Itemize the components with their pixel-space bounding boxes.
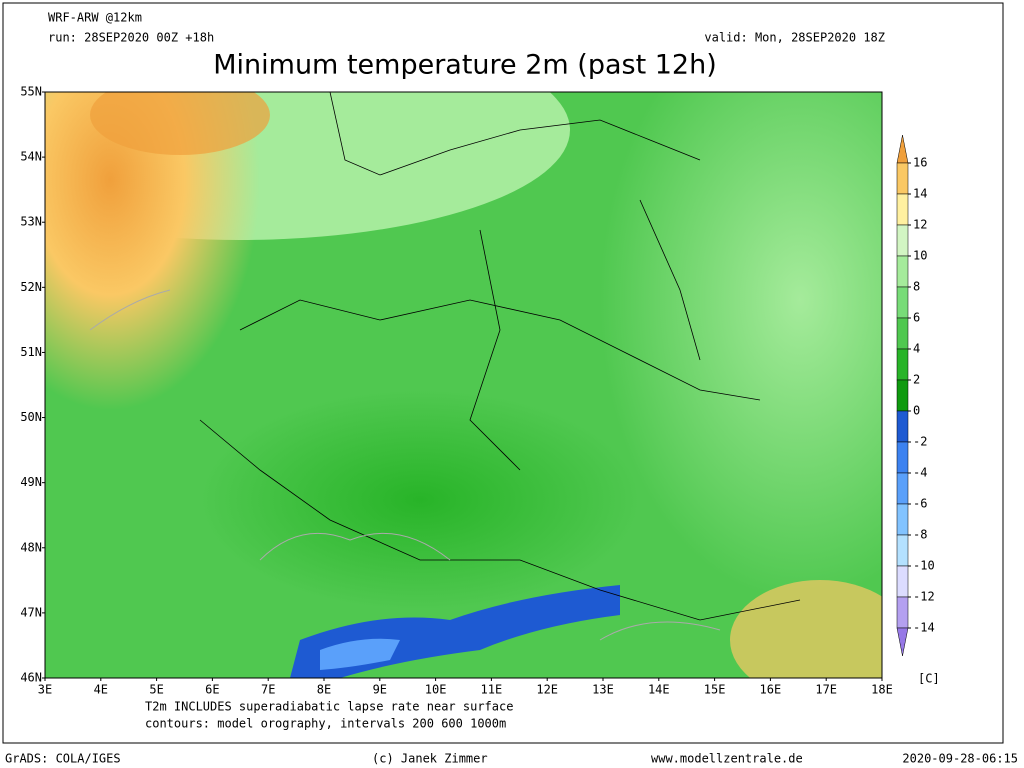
lat-label: 52N bbox=[20, 280, 42, 294]
borders bbox=[199, 92, 801, 621]
colorbar-segment bbox=[896, 441, 909, 474]
colorbar-label: -6 bbox=[913, 497, 927, 511]
colorbar-segment bbox=[896, 193, 909, 226]
colorbar-label: 2 bbox=[913, 373, 920, 387]
colorbar-segment bbox=[896, 410, 909, 443]
colorbar-label: 8 bbox=[913, 280, 920, 294]
model-label: WRF-ARW @12km bbox=[48, 11, 142, 25]
lat-label: 55N bbox=[20, 85, 42, 99]
field-cool bbox=[200, 390, 640, 610]
map-border bbox=[44, 91, 883, 679]
frame bbox=[2, 2, 1004, 744]
colorbar-segment bbox=[896, 162, 909, 195]
lon-label: 9E bbox=[373, 683, 387, 697]
colorbar-segment bbox=[896, 317, 909, 350]
lon-label: 10E bbox=[425, 683, 447, 697]
footer-timestamp: 2020-09-28-06:15 bbox=[902, 752, 1018, 766]
lat-label: 50N bbox=[20, 410, 42, 424]
unit-label: [C] bbox=[918, 672, 940, 686]
colorbar-segment bbox=[896, 286, 909, 319]
colorbar-segment bbox=[896, 503, 909, 536]
colorbar-label: -10 bbox=[913, 559, 935, 573]
field-east bbox=[600, 92, 882, 600]
lat-label: 47N bbox=[20, 605, 42, 619]
footer-url: www.modellzentrale.de bbox=[651, 752, 803, 766]
colorbar-label: -12 bbox=[913, 590, 935, 604]
lat-label: 54N bbox=[20, 150, 42, 164]
lon-label: 18E bbox=[871, 683, 893, 697]
footer-credit: (c) Janek Zimmer bbox=[372, 752, 488, 766]
colorbar-label: 16 bbox=[913, 156, 927, 170]
lat-label: 49N bbox=[20, 475, 42, 489]
lat-label: 46N bbox=[20, 671, 42, 685]
note: contours: model orography, intervals 200… bbox=[145, 717, 506, 731]
lon-label: 15E bbox=[704, 683, 726, 697]
colorbar-label: 0 bbox=[913, 404, 920, 418]
colorbar-segment bbox=[896, 224, 909, 257]
colorbar-label: 4 bbox=[913, 342, 920, 356]
colorbar-segment bbox=[896, 348, 909, 381]
colorbar-label: -8 bbox=[913, 528, 927, 542]
lon-label: 5E bbox=[149, 683, 163, 697]
colorbar-label: 10 bbox=[913, 249, 927, 263]
lon-label: 13E bbox=[592, 683, 614, 697]
lon-label: 8E bbox=[317, 683, 331, 697]
field-warm bbox=[45, 92, 260, 410]
lat-label: 48N bbox=[20, 540, 42, 554]
lon-label: 12E bbox=[536, 683, 558, 697]
lon-label: 14E bbox=[648, 683, 670, 697]
colorbar-cap bbox=[896, 627, 909, 657]
lon-label: 16E bbox=[760, 683, 782, 697]
lon-label: 7E bbox=[261, 683, 275, 697]
colorbar-segment bbox=[896, 379, 909, 412]
lon-label: 11E bbox=[481, 683, 503, 697]
orography-contours bbox=[89, 289, 721, 641]
lon-label: 17E bbox=[815, 683, 837, 697]
colorbar-label: 6 bbox=[913, 311, 920, 325]
colorbar-label: -4 bbox=[913, 466, 927, 480]
colorbar-segment bbox=[896, 472, 909, 505]
colorbar-label: 14 bbox=[913, 187, 927, 201]
note: T2m INCLUDES superadiabatic lapse rate n… bbox=[145, 700, 513, 714]
colorbar-segment bbox=[896, 596, 909, 629]
colorbar-label: 12 bbox=[913, 218, 927, 232]
footer-left: GrADS: COLA/IGES bbox=[5, 752, 121, 766]
field-warm-core bbox=[90, 92, 270, 155]
colorbar-label: -14 bbox=[913, 621, 935, 635]
map-field bbox=[45, 92, 882, 678]
field-warm-se bbox=[730, 580, 882, 678]
field-alps-cold bbox=[320, 638, 400, 670]
lat-label: 53N bbox=[20, 215, 42, 229]
colorbar-segment bbox=[896, 534, 909, 567]
map-title: Minimum temperature 2m (past 12h) bbox=[213, 50, 717, 81]
colorbar-segment bbox=[896, 565, 909, 598]
lon-label: 3E bbox=[38, 683, 52, 697]
colorbar-segment bbox=[896, 255, 909, 288]
valid-label: valid: Mon, 28SEP2020 18Z bbox=[704, 31, 885, 45]
lat-label: 51N bbox=[20, 345, 42, 359]
lon-label: 6E bbox=[205, 683, 219, 697]
run-label: run: 28SEP2020 00Z +18h bbox=[48, 31, 214, 45]
colorbar-label: -2 bbox=[913, 435, 927, 449]
lon-label: 4E bbox=[94, 683, 108, 697]
